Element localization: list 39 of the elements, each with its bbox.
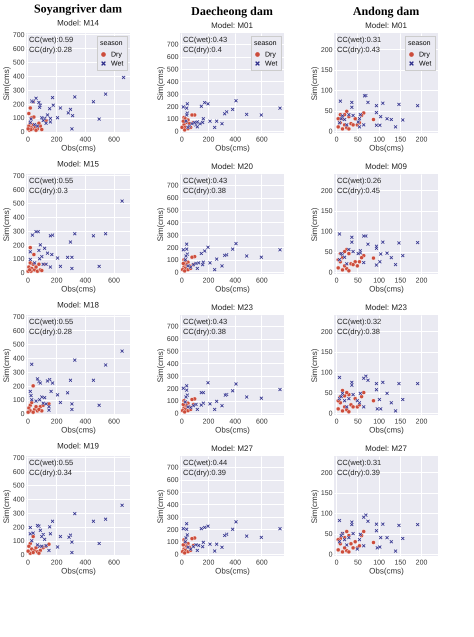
chart-title: Andong dam: [352, 4, 420, 18]
x-axis-title: Obs(cms): [215, 284, 250, 294]
chart-title: Model: M20: [211, 162, 254, 171]
chart-title: Model: M19: [57, 441, 100, 450]
x-axis-title: Obs(cms): [369, 426, 404, 434]
chart-subtitle: Model: M01: [365, 21, 408, 30]
chart-title: Model: M09: [365, 162, 408, 171]
chart-title: Model: M18: [57, 300, 100, 310]
y-axis-title: Sim(cms): [2, 207, 11, 242]
y-axis-title: Sim(cms): [310, 489, 319, 524]
x-axis-title: Obs(cms): [369, 144, 404, 152]
x-axis-title: Obs(cms): [215, 426, 250, 434]
y-axis-title: Sim(cms): [310, 348, 319, 382]
chart-subtitle: Model: M14: [57, 18, 100, 28]
y-axis-title: Sim(cms): [2, 489, 11, 524]
y-axis-title: Sim(cms): [310, 207, 319, 242]
x-axis-title: Obs(cms): [215, 566, 250, 576]
y-axis-title: Sim(cms): [156, 66, 165, 100]
chart-title: Daecheong dam: [191, 4, 273, 18]
y-axis-title: Sim(cms): [2, 348, 11, 382]
chart-title: Model: M23: [211, 303, 254, 312]
chart-title: Model: M27: [211, 444, 254, 453]
y-axis-title: Sim(cms): [2, 66, 11, 100]
x-axis-title: Obs(cms): [61, 426, 96, 434]
chart-subtitle: Model: M01: [211, 21, 254, 30]
x-axis-title: Obs(cms): [61, 284, 96, 294]
chart-title: Soyangriver dam: [34, 1, 122, 16]
y-axis-title: Sim(cms): [156, 348, 165, 382]
y-axis-title: Sim(cms): [156, 489, 165, 524]
y-axis-title: Sim(cms): [156, 207, 165, 242]
chart-title: Model: M27: [365, 444, 408, 453]
y-axis-title: Sim(cms): [310, 66, 319, 100]
x-axis-title: Obs(cms): [61, 566, 96, 576]
chart-title: Model: M15: [57, 159, 100, 168]
x-axis-title: Obs(cms): [215, 144, 250, 152]
x-axis-title: Obs(cms): [369, 566, 404, 576]
chart-title: Model: M23: [365, 303, 408, 312]
x-axis-title: Obs(cms): [369, 284, 404, 294]
x-axis-title: Obs(cms): [61, 144, 96, 152]
